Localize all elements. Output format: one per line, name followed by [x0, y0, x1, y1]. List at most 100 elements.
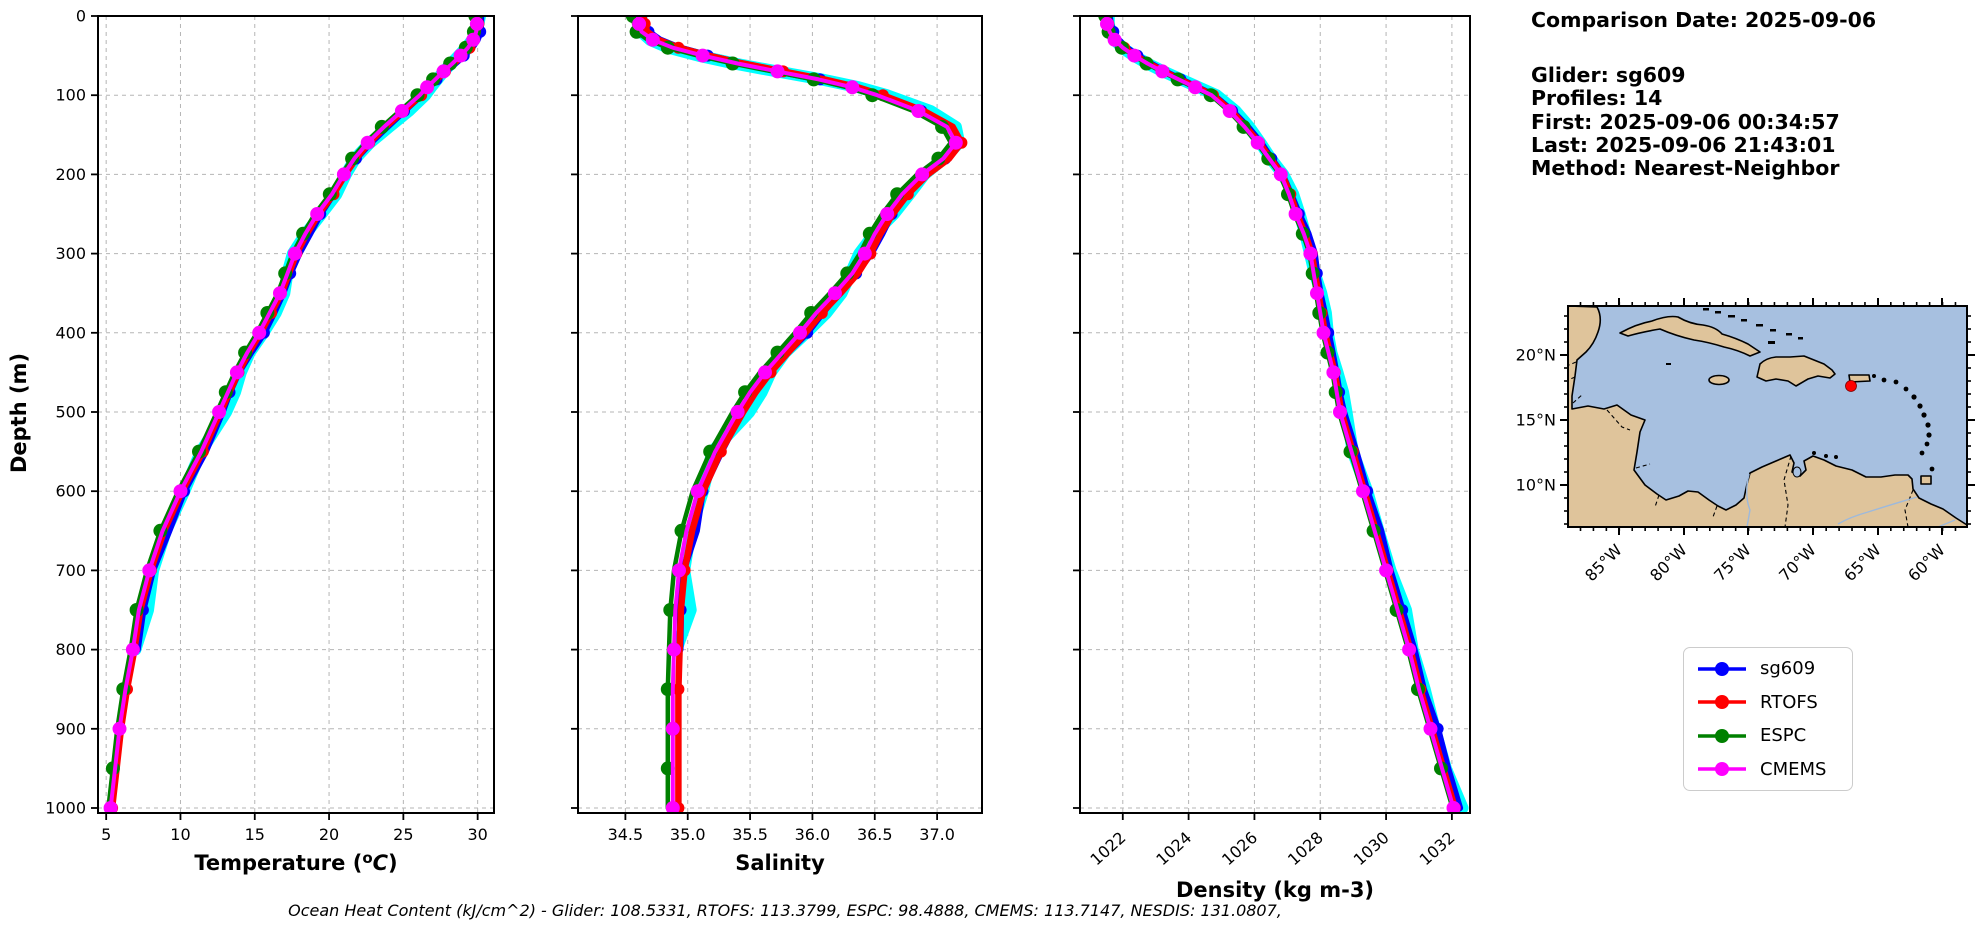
x-axis-title-density: Density (kg m-3) [1176, 878, 1374, 902]
method: Method: Nearest-Neighbor [1531, 155, 1840, 180]
glider-location-marker[interactable] [1845, 380, 1857, 392]
map-hispaniola [1756, 355, 1836, 387]
map-cuba [1619, 315, 1761, 357]
svg-text:15: 15 [245, 825, 265, 844]
svg-text:700: 700 [55, 561, 86, 580]
info-spacer [1531, 31, 1876, 63]
series-legend: sg609 RTOFS ESPC CMEMS [1683, 647, 1853, 791]
svg-text:200: 200 [55, 165, 86, 184]
svg-text:30: 30 [467, 825, 487, 844]
svg-text:100: 100 [55, 86, 86, 105]
gridlines [578, 15, 982, 813]
legend-item-CMEMS[interactable]: CMEMS [1696, 759, 1852, 780]
series-markers-RTOFS [1102, 17, 1461, 813]
map-lake-maracaibo [1792, 466, 1802, 478]
depth-axis-label: Depth (m) [7, 353, 31, 473]
svg-text:0: 0 [76, 7, 86, 26]
svg-text:5: 5 [101, 825, 111, 844]
legend-label: ESPC [1760, 725, 1807, 747]
plot-area [103, 16, 487, 813]
gridlines [98, 15, 494, 813]
map-frame [1567, 305, 1968, 528]
axis-ticks [571, 15, 939, 820]
map-rivers [1746, 473, 1956, 528]
x-tick-labels: 34.5 35.0 35.5 36.0 36.5 37.0 [608, 825, 955, 844]
density-profile-chart: 1022 1024 1026 1028 1030 1032 Density (kg m-3) [1073, 15, 1471, 902]
x-axis-title-temperature: Temperature (oC) [194, 849, 397, 875]
svg-text:1030: 1030 [1350, 828, 1393, 869]
axes-frame [1079, 15, 1471, 814]
series-markers-CMEMS [103, 16, 484, 813]
legend-label: CMEMS [1760, 758, 1827, 780]
legend-swatch-ESPC [1698, 728, 1746, 743]
plot-area [1098, 16, 1469, 813]
legend-swatch-sg609 [1698, 661, 1746, 676]
x-axis-title-salinity: Salinity [735, 851, 825, 875]
caribbean-map: 85°W 80°W 75°W 70°W 65°W 60°W 20°N 15°N 10°N [1516, 298, 1975, 585]
svg-text:10: 10 [170, 825, 190, 844]
svg-text:36.5: 36.5 [857, 825, 893, 844]
series-markers-sg609 [1107, 25, 1444, 735]
svg-text:34.5: 34.5 [608, 825, 644, 844]
map-puerto-rico [1848, 374, 1871, 383]
axes-frame [577, 15, 983, 814]
svg-text:25: 25 [393, 825, 413, 844]
y-axis-title: Depth (m) [7, 353, 31, 473]
svg-text:1028: 1028 [1284, 828, 1327, 869]
x-tick-labels: 5 10 15 20 25 30 [101, 825, 488, 844]
comparison-info-block: Comparison Date: 2025-09-06 Glider: sg60… [1531, 8, 1877, 180]
map-lat-label: 15°N [1516, 411, 1556, 430]
map-trinidad [1920, 475, 1932, 485]
legend-item-RTOFS[interactable]: RTOFS [1696, 692, 1852, 713]
map-lon-label: 85°W [1581, 540, 1626, 585]
axis-ticks [91, 15, 479, 820]
svg-text:35.0: 35.0 [670, 825, 706, 844]
x-tick-labels: 1022 1024 1026 1028 1030 1032 [1086, 828, 1458, 869]
map-lat-label: 10°N [1516, 476, 1556, 495]
svg-text:1022: 1022 [1086, 828, 1129, 869]
map-jamaica [1708, 374, 1730, 386]
svg-text:37.0: 37.0 [919, 825, 955, 844]
ocean-heat-content-footer: Ocean Heat Content (kJ/cm^2) - Glider: 1… [288, 901, 1282, 920]
svg-text:500: 500 [55, 403, 86, 422]
legend-swatch-RTOFS [1698, 695, 1746, 710]
series-line-RTOFS [108, 16, 483, 812]
first-profile-time: First: 2025-09-06 00:34:57 [1531, 109, 1840, 134]
legend-item-sg609[interactable]: sg609 [1696, 658, 1852, 679]
series-markers-CMEMS [1100, 16, 1461, 813]
legend-label: RTOFS [1760, 691, 1818, 713]
legend-item-ESPC[interactable]: ESPC [1696, 725, 1852, 746]
svg-text:400: 400 [55, 323, 86, 342]
comparison-date: Comparison Date: 2025-09-06 [1531, 8, 1877, 32]
svg-text:1026: 1026 [1218, 828, 1261, 869]
glider-name: Glider: sg609 [1531, 63, 1686, 88]
svg-text:600: 600 [55, 482, 86, 501]
series-markers-ESPC [1098, 16, 1448, 776]
map-mainland [1567, 305, 1968, 528]
map-lon-label: 65°W [1840, 540, 1885, 585]
svg-text:20: 20 [319, 825, 339, 844]
svg-text:36.0: 36.0 [795, 825, 831, 844]
svg-text:900: 900 [55, 719, 86, 738]
svg-text:1024: 1024 [1152, 828, 1195, 869]
svg-text:35.5: 35.5 [732, 825, 768, 844]
map-lon-label: 70°W [1775, 540, 1820, 585]
salinity-profile-chart: 34.5 35.0 35.5 36.0 36.5 37.0 Salinity [571, 15, 983, 875]
series-markers-CMEMS [632, 16, 963, 813]
svg-text:300: 300 [55, 244, 86, 263]
map-lon-label: 75°W [1710, 540, 1755, 585]
plot-area [625, 16, 968, 813]
legend-label: sg609 [1760, 658, 1816, 680]
gridlines [1080, 15, 1470, 813]
last-profile-time: Last: 2025-09-06 21:43:01 [1531, 132, 1836, 157]
temperature-profile-chart: 5 10 15 20 25 3001002003004005006007008009001… [45, 7, 495, 875]
map-landmasses [1567, 305, 1968, 528]
map-lon-label: 60°W [1904, 540, 1949, 585]
svg-text:1032: 1032 [1416, 828, 1459, 869]
series-markers-ESPC [105, 16, 483, 776]
profiles-count: Profiles: 14 [1531, 86, 1663, 111]
map-lat-label: 20°N [1516, 346, 1556, 365]
axis-ticks [1073, 15, 1453, 820]
